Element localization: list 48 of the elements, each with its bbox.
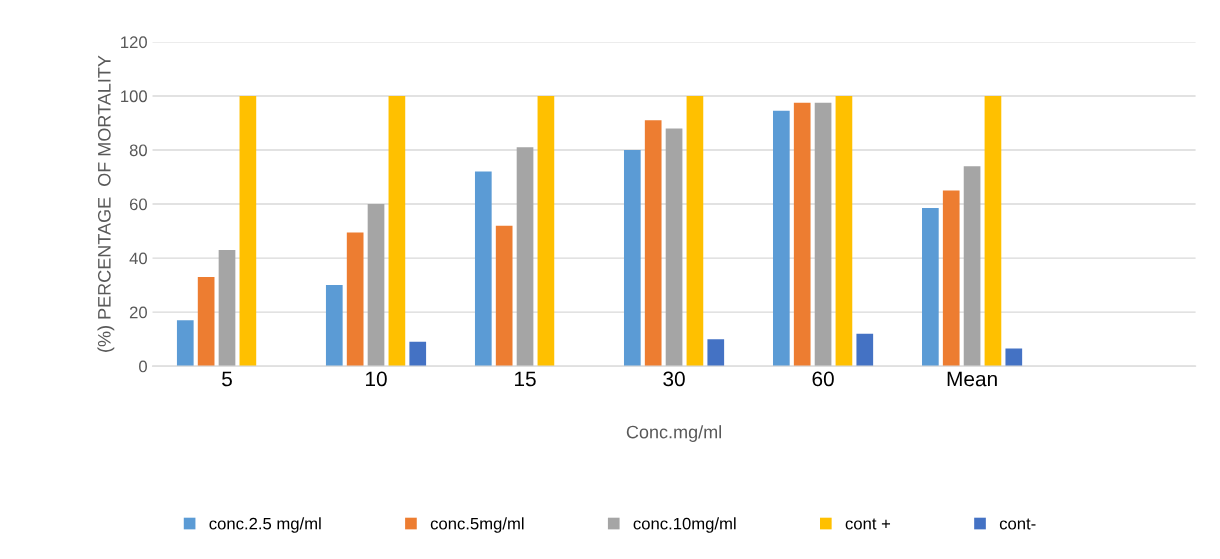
bar (644, 120, 662, 367)
bar (325, 285, 343, 367)
bar (623, 150, 641, 367)
bar (963, 166, 981, 367)
bar (665, 128, 683, 367)
bar (537, 95, 555, 367)
x-tick-label: 30 (663, 371, 685, 387)
x-tick-label: 15 (515, 371, 536, 387)
y-tick-label: 80 (129, 144, 147, 157)
legend-label: conc.10mg/ml (633, 517, 736, 533)
x-tick-label: 10 (366, 371, 387, 387)
bar (942, 190, 960, 367)
legend-label: conc.5mg/ml (430, 517, 524, 533)
y-tick-label: 120 (121, 36, 147, 49)
x-tick-label: 60 (812, 371, 834, 387)
y-tick-label: 40 (129, 252, 147, 265)
bar (856, 333, 874, 367)
x-tick-label: 5 (222, 371, 232, 387)
y-tick-label: 20 (129, 306, 147, 319)
y-tick-label: 100 (121, 90, 147, 103)
bar (239, 95, 257, 367)
bar (495, 225, 513, 367)
bar (1005, 348, 1023, 367)
bar (176, 320, 194, 367)
bar (814, 102, 832, 367)
bar (793, 102, 811, 367)
y-axis-title: (%) PERCENTAGE OF MORTALITY (97, 55, 115, 352)
bar (516, 147, 534, 367)
bar (409, 341, 427, 367)
legend-label: cont + (845, 518, 891, 530)
bar (367, 204, 385, 367)
y-tick-label: 0 (139, 360, 147, 373)
y-tick-label: 60 (129, 198, 147, 211)
x-axis-title: Conc.mg/ml (626, 425, 721, 442)
x-tick-label: Mean (947, 371, 997, 387)
bar (773, 110, 790, 367)
bar (984, 95, 1002, 367)
bar (197, 276, 215, 367)
bar (474, 171, 492, 367)
bar (922, 208, 939, 367)
legend-label: cont- (999, 518, 1036, 530)
bar (707, 339, 725, 367)
legend-label: conc.2.5 mg/ml (209, 517, 321, 533)
bar (835, 95, 853, 367)
bar (218, 249, 236, 367)
bar (686, 95, 704, 367)
bar (346, 232, 364, 367)
bar (388, 95, 406, 367)
